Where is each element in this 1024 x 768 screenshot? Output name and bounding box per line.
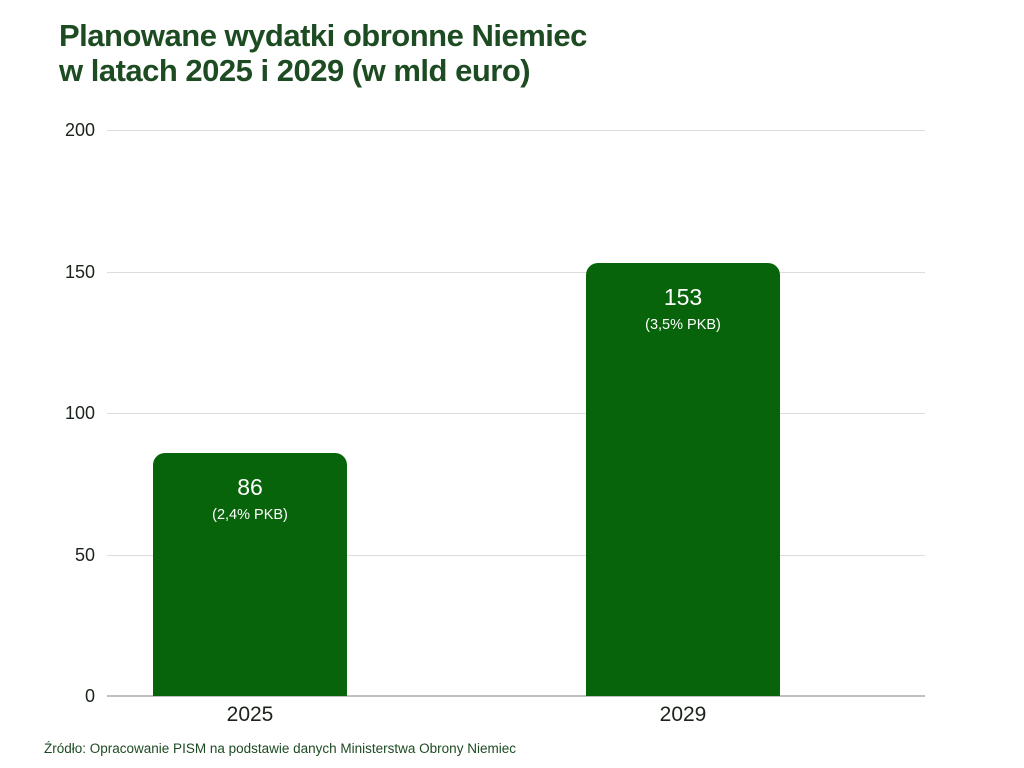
x-axis-baseline (107, 695, 925, 697)
chart-title-line-1: Planowane wydatki obronne Niemiec (59, 18, 587, 53)
y-tick-label: 50 (74, 544, 95, 565)
gridline (107, 271, 925, 273)
bar-value-label: 153 (663, 284, 703, 311)
plot-area: 0 50 100 150 200 86 (2,4% PKB) 2025 153 (3,5% PKB… (65, 120, 925, 726)
y-tick-label: 100 (64, 403, 95, 423)
bar-sublabel: (2,4% PKB) (212, 506, 288, 523)
gridline (107, 413, 925, 414)
gridline (107, 554, 925, 556)
y-tick-label: 150 (64, 261, 95, 282)
chart-title-line-2: w latach 2025 i 2029 (w mld euro) (59, 53, 531, 88)
bar-sublabel: (3,5% PKB) (645, 317, 721, 334)
bar-value-label: 86 (237, 473, 263, 500)
x-tick-label-2029: 2029 (659, 703, 707, 726)
bar-2029: 153 (3,5% PKB) (586, 263, 780, 696)
x-tick-label-2025: 2025 (226, 703, 274, 726)
gridline (107, 130, 925, 131)
source-note: Źródło: Opracowanie PISM na podstawie da… (44, 741, 516, 756)
chart-title: Planowane wydatki obronne Niemiec w lata… (59, 18, 587, 88)
bar-2025: 86 (2,4% PKB) (153, 452, 347, 696)
y-tick-label: 200 (64, 120, 95, 140)
y-tick-label: 0 (84, 686, 95, 706)
